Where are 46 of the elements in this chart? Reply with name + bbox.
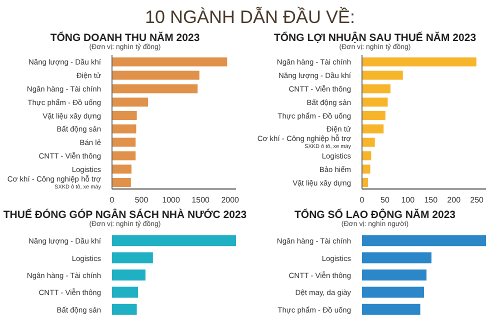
- bar: [362, 286, 424, 298]
- bar: [112, 111, 137, 120]
- chart-title: TỔNG LỢI NHUẬN SAU THUẾ NĂM 2023: [274, 32, 476, 44]
- x-tick-label: 100: [401, 196, 416, 205]
- bar: [362, 151, 372, 160]
- x-tick-label: 1500: [192, 196, 210, 205]
- bar: [112, 84, 198, 94]
- bar: [112, 252, 153, 264]
- x-tick-label: 50: [380, 196, 390, 205]
- bar: [112, 286, 138, 298]
- x-tick-label: 250: [470, 196, 484, 205]
- chart-title: TỔNG SỐ LAO ĐỘNG NĂM 2023: [294, 209, 456, 221]
- bar: [112, 70, 200, 80]
- bar: [112, 164, 132, 174]
- x-tick-label: 150: [424, 196, 438, 205]
- bar: [362, 252, 432, 264]
- bar: [112, 124, 136, 134]
- bar: [112, 57, 228, 66]
- bar: [112, 151, 136, 160]
- x-tick-label: 1000: [162, 196, 180, 205]
- bar: [112, 138, 136, 147]
- text: 10 NGÀNH DẪN ĐẦU VỀ:: [144, 6, 356, 28]
- x-tick-label: 200: [447, 196, 462, 205]
- bar: [112, 235, 236, 246]
- bar: [362, 138, 375, 147]
- chart-title: TỔNG DOANH THU NĂM 2023: [50, 32, 200, 44]
- bar: [362, 70, 403, 80]
- x-tick-label: 2000: [221, 196, 240, 205]
- chart-title: THUẾ ĐÓNG GÓP NGÂN SÁCH NHÀ NƯỚC 2023: [3, 209, 247, 221]
- bar: [362, 57, 476, 66]
- bar: [362, 304, 420, 315]
- x-tick-label: 0: [360, 196, 365, 205]
- x-tick-label: 500: [134, 196, 149, 205]
- bar: [362, 178, 368, 188]
- bar: [362, 124, 384, 134]
- bar: [112, 98, 148, 107]
- bar: [362, 269, 426, 280]
- bar: [112, 269, 146, 280]
- bar: [112, 178, 131, 188]
- bar: [362, 84, 390, 94]
- bar: [362, 98, 388, 107]
- bar: [362, 164, 370, 174]
- bar: [362, 111, 386, 120]
- bar: [112, 304, 137, 315]
- bar: [362, 235, 486, 246]
- x-tick-label: 0: [110, 196, 115, 205]
